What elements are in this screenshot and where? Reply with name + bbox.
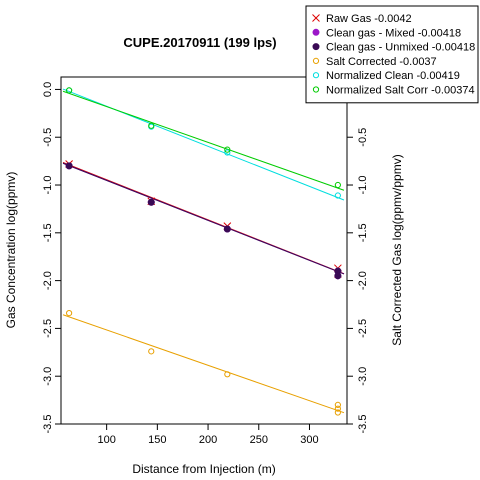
y-tick-label-right-2: -1.5	[357, 223, 369, 242]
y-tick-label-right-6: -3.5	[357, 415, 369, 434]
point-5-1	[148, 122, 155, 129]
x-tick-label-1: 150	[148, 434, 166, 446]
point-3-1	[148, 348, 155, 355]
y-tick-label-right-4: -2.5	[357, 319, 369, 338]
legend-label-3: Salt Corrected -0.0037	[326, 56, 437, 68]
chart-title: CUPE.20170911 (199 lps)	[123, 35, 276, 50]
y-axis-right: -0.5 -1.0 -1.5 -2.0 -2.5 -3.0 -3.5	[347, 128, 369, 434]
point-2-4	[334, 272, 342, 280]
point-3-4	[334, 405, 341, 412]
y-axis-label-right: Salt Corrected Gas log(ppmv/ppmv)	[390, 154, 404, 345]
y-tick-label-left-2: -1.0	[42, 176, 54, 195]
point-2-0	[65, 162, 73, 170]
point-5-2	[224, 146, 231, 153]
point-4-3	[334, 192, 341, 199]
y-tick-label-right-0: -0.5	[357, 128, 369, 147]
legend-label-5: Normalized Salt Corr -0.00374	[326, 85, 475, 97]
legend: Raw Gas -0.0042 Clean gas - Mixed -0.0041…	[305, 5, 479, 104]
legend-label-4: Normalized Clean -0.00419	[326, 70, 460, 82]
legend-marker-2	[312, 43, 320, 51]
plot-frame	[60, 76, 348, 425]
point-3-5	[334, 409, 341, 416]
legend-marker-3	[312, 57, 320, 65]
fit-lines	[62, 88, 345, 414]
legend-label-1: Clean gas - Mixed -0.00418	[326, 27, 461, 39]
point-5-3	[334, 181, 341, 189]
fit-line-2	[62, 162, 345, 275]
fit-line-5	[62, 90, 345, 191]
fit-line-3	[62, 314, 345, 414]
point-3-2	[224, 371, 231, 378]
point-2-1	[147, 198, 155, 206]
point-3-0	[66, 310, 73, 317]
legend-marker-5	[312, 86, 320, 93]
point-3-3	[334, 401, 341, 408]
y-tick-label-right-1: -1.0	[357, 176, 369, 195]
x-axis-label: Distance from Injection (m)	[132, 462, 275, 476]
legend-marker-4	[312, 72, 320, 79]
x-axis: 100 150 200 250 300	[97, 423, 319, 446]
x-tick-label-3: 250	[250, 434, 268, 446]
y-axis-label-left: Gas Concentration log(ppmv)	[4, 172, 18, 329]
x-tick-label-4: 300	[300, 434, 318, 446]
y-tick-label-left-1: -0.5	[42, 128, 54, 147]
legend-label-2: Clean gas - Unmixed -0.00418	[326, 42, 475, 54]
y-axis-left: 0.0 -0.5 -1.0 -1.5 -2.0 -2.5 -3.0 -3.5	[42, 82, 61, 434]
legend-marker-1	[312, 28, 320, 36]
y-tick-label-right-3: -2.0	[357, 271, 369, 290]
y-tick-label-left-4: -2.0	[42, 271, 54, 290]
y-tick-label-left-3: -1.5	[42, 223, 54, 242]
legend-box	[305, 5, 479, 104]
point-2-2	[223, 225, 231, 233]
x-tick-label-0: 100	[97, 434, 115, 446]
data-points	[65, 87, 342, 416]
y-tick-label-left-5: -2.5	[42, 319, 54, 338]
y-tick-label-left-7: -3.5	[42, 415, 54, 434]
y-tick-label-left-6: -3.0	[42, 367, 54, 386]
legend-label-0: Raw Gas -0.0042	[326, 13, 412, 25]
legend-marker-0	[312, 14, 320, 22]
point-5-0	[66, 87, 73, 94]
point-4-2	[224, 149, 231, 156]
x-tick-label-2: 200	[199, 434, 217, 446]
y-tick-label-left-0: 0.0	[42, 82, 54, 97]
y-tick-label-right-5: -3.0	[357, 367, 369, 386]
